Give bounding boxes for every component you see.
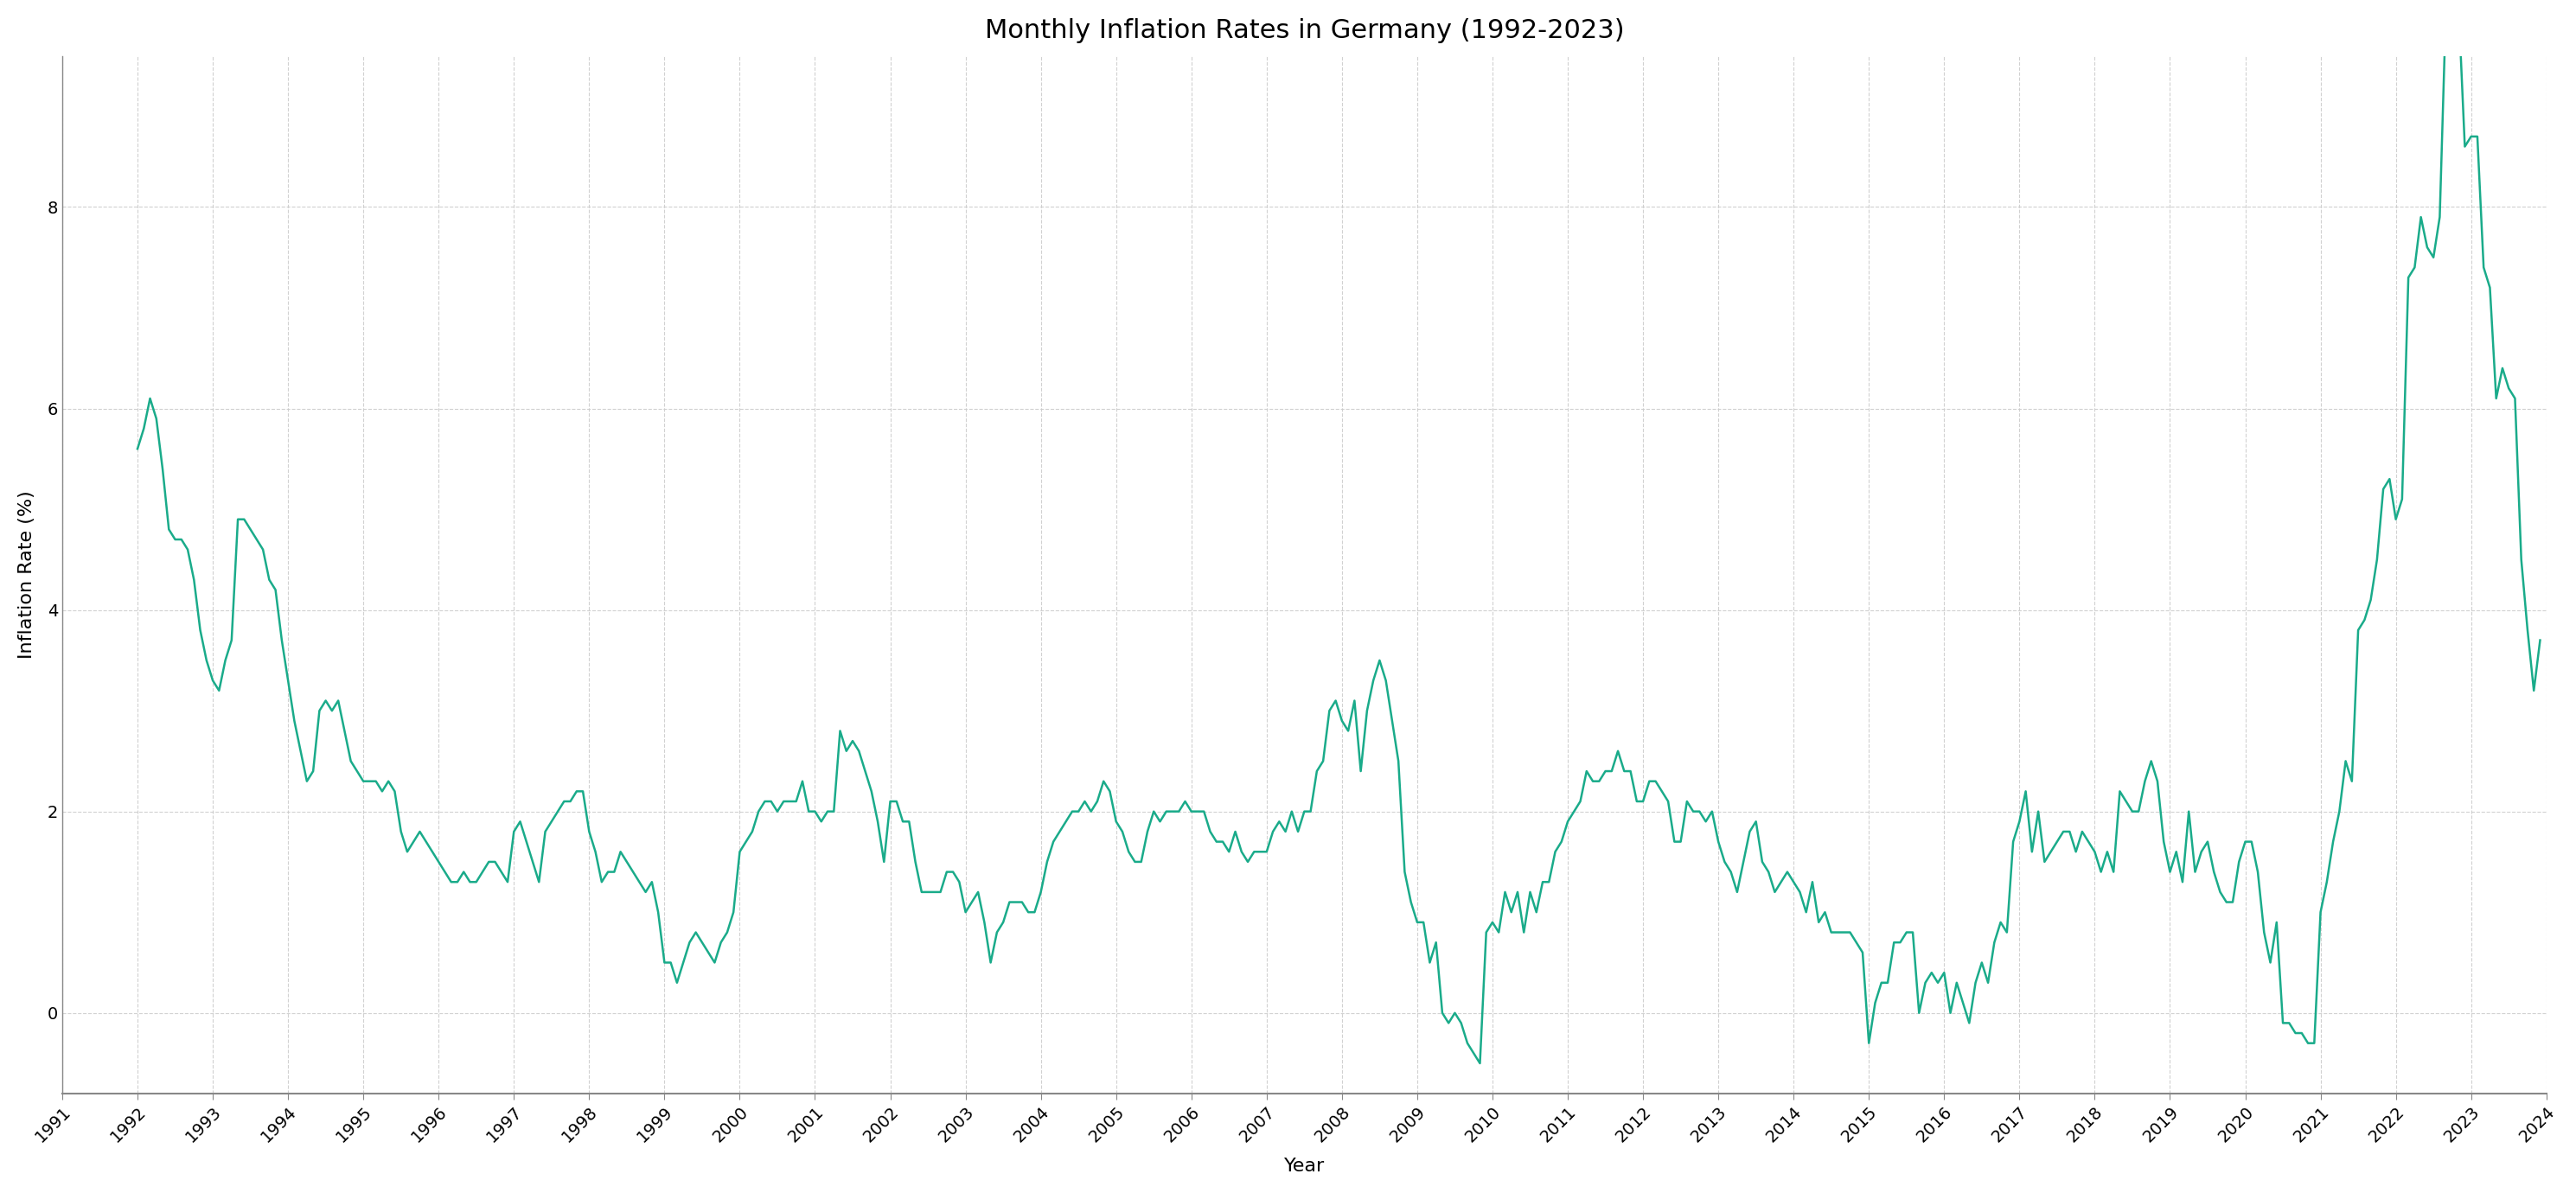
X-axis label: Year: Year [1283, 1157, 1324, 1175]
Y-axis label: Inflation Rate (%): Inflation Rate (%) [18, 490, 36, 659]
Title: Monthly Inflation Rates in Germany (1992-2023): Monthly Inflation Rates in Germany (1992… [984, 18, 1623, 43]
